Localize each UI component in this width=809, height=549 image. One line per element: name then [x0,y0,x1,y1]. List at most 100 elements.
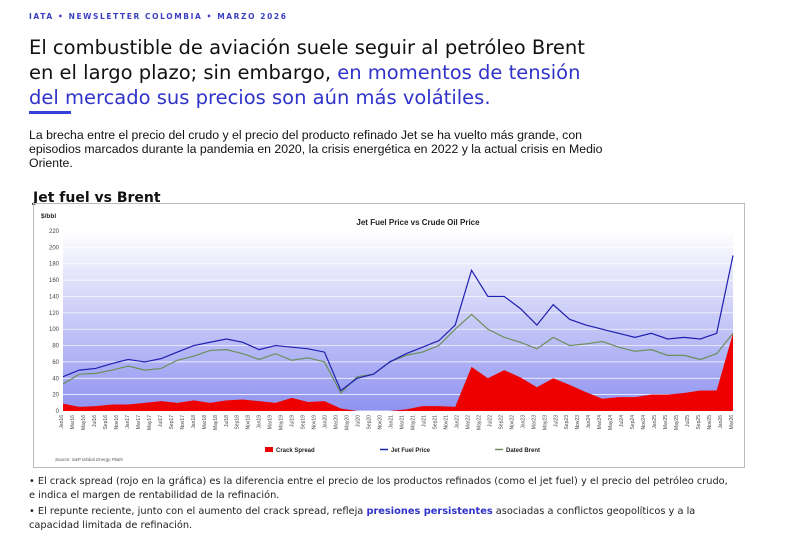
x-tick-label: Mar20 [334,415,340,429]
x-tick-label: Jan24 [586,415,592,429]
x-tick-label: Sep23 [564,415,570,430]
x-tick-label: Jul20 [356,415,362,427]
x-tick-label: Sep18 [235,415,241,430]
bullet-2-highlight: presiones persistentes [366,506,493,517]
x-tick-label: Nov24 [641,415,647,430]
x-tick-label: Nov16 [114,415,120,430]
x-tick-label: May19 [279,415,285,430]
x-tick-label: Nov20 [378,415,384,430]
x-tick-label: Jul24 [619,415,625,427]
x-tick-label: Mar21 [399,415,405,429]
chart-source: Source: S&P Global Energy Platts [55,457,124,462]
y-tick-label: 160 [49,278,60,284]
x-tick-label: Jan25 [652,415,658,429]
y-tick-label: 60 [52,360,59,366]
x-tick-label: Nov21 [443,415,449,430]
x-tick-label: Sep22 [498,415,504,430]
y-tick-label: 140 [49,294,60,300]
intro-paragraph: La brecha entre el precio del crudo y el… [29,128,603,170]
newsletter-kicker: IATA • NEWSLETTER COLOMBIA • MARZO 2026 [29,12,288,21]
x-tick-label: Nov19 [312,415,318,430]
plot-background [63,231,733,411]
x-tick-label: Mar16 [70,415,76,429]
legend-swatch [265,447,273,452]
x-tick-label: Mar25 [663,415,669,429]
x-tick-label: May20 [345,415,351,430]
x-tick-label: May24 [608,415,614,430]
x-tick-label: Jan17 [125,415,131,429]
title-end: . [484,86,491,109]
x-tick-label: Jan16 [59,415,65,429]
x-tick-label: Sep21 [432,415,438,430]
x-tick-label: Jan18 [191,415,197,429]
x-tick-label: May18 [213,415,219,430]
x-tick-label: Sep17 [169,415,175,430]
x-tick-label: Nov22 [509,415,515,430]
x-tick-label: Mar22 [465,415,471,429]
x-tick-label: May16 [81,415,87,430]
x-tick-label: Mar17 [136,415,142,429]
x-tick-label: Sep16 [103,415,109,430]
x-tick-label: Mar23 [531,415,537,429]
x-tick-label: Jul16 [92,415,98,427]
x-tick-label: Jul25 [685,415,691,427]
y-tick-label: 40 [52,376,59,382]
x-tick-label: Jan20 [323,415,329,429]
legend-label: Jet Fuel Price [391,448,431,454]
title-underline [29,111,71,114]
legend-label: Dated Brent [506,448,540,454]
x-tick-label: Jan21 [389,415,395,429]
title-text: El combustible de aviación suele seguir … [29,36,585,84]
x-tick-label: Mar24 [597,415,603,429]
x-tick-label: Sep25 [696,415,702,430]
x-tick-label: Sep20 [367,415,373,430]
series-line-dated-brent [62,313,734,395]
x-tick-label: Jul21 [421,415,427,427]
x-tick-label: Jan23 [520,415,526,429]
x-tick-label: Mar19 [268,415,274,429]
x-tick-label: Nov18 [246,415,252,430]
section-title: Jet fuel vs Brent [33,190,161,206]
x-tick-label: Nov23 [575,415,581,430]
x-tick-label: May23 [542,415,548,430]
x-tick-label: Jul19 [290,415,296,427]
x-tick-label: Sep19 [301,415,307,430]
y-tick-label: 100 [49,327,60,333]
x-tick-label: Nov25 [707,415,713,430]
bullet-2-text-end: asociadas a conflictos geopolíticos y a … [29,506,696,531]
x-tick-label: Jul22 [487,415,493,427]
x-tick-label: May21 [410,415,416,430]
y-tick-label: 80 [52,344,59,350]
x-tick-label: May25 [674,415,680,430]
x-tick-label: Jan19 [257,415,263,429]
chart-title: Jet Fuel Price vs Crude Oil Price [356,218,480,227]
y-tick-label: 20 [52,393,59,399]
title-highlight: en momentos de tensión del mercado sus p… [29,61,581,109]
x-tick-label: Jul17 [158,415,164,427]
x-tick-label: Nov17 [180,415,186,430]
page-title: El combustible de aviación suele seguir … [29,35,609,110]
jet-vs-brent-chart: Jet Fuel Price vs Crude Oil Price $/bbl 0 2… [41,213,735,462]
x-tick-label: May22 [476,415,482,430]
x-tick-label: Mar26 [729,415,735,429]
y-tick-label: 0 [56,409,60,415]
y-tick-label: 180 [49,262,60,268]
series-line-jet-fuel-price [62,255,734,392]
x-tick-label: May17 [147,415,153,430]
y-tick-label: 220 [49,229,60,235]
y-axis-label: $/bbl [41,213,56,220]
x-tick-label: Sep24 [630,415,636,430]
legend-label: Crack Spread [276,448,315,454]
chart-frame [33,203,745,468]
y-tick-label: 120 [49,311,60,317]
crack-spread-area [63,333,733,411]
x-tick-label: Mar18 [202,415,208,429]
x-tick-label: Jul23 [553,415,559,427]
y-tick-label: 200 [49,245,60,251]
x-tick-label: Jul18 [224,415,230,427]
x-tick-label: Jan26 [718,415,724,429]
bullet-2-text: • El repunte reciente, junto con el aume… [29,506,367,517]
bullet-2: • El repunte reciente, junto con el aume… [29,505,729,533]
bullet-1: • El crack spread (rojo en la gráfica) e… [29,476,728,501]
x-tick-label: Jan22 [454,415,460,429]
